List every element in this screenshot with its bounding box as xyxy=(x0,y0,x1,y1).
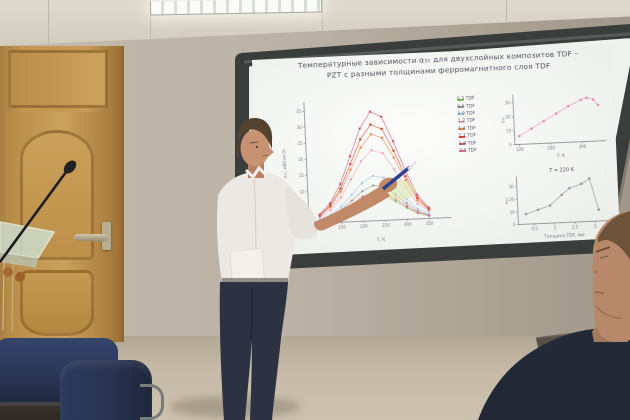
door-transom-panel xyxy=(8,50,108,108)
svg-text:α₃₁, мВ/(см·Э): α₃₁, мВ/(см·Э) xyxy=(281,149,287,179)
door-lower-panel xyxy=(20,270,94,336)
audience-mouth xyxy=(594,291,605,294)
svg-text:1: 1 xyxy=(554,225,557,230)
svg-text:300: 300 xyxy=(404,222,412,227)
svg-text:300: 300 xyxy=(579,144,587,149)
audience-member xyxy=(478,211,630,420)
audience-brow xyxy=(595,246,611,253)
door xyxy=(0,46,124,342)
presenter-face xyxy=(240,129,270,167)
shirt-collar xyxy=(244,165,268,180)
audience-jaw-shadow xyxy=(595,305,623,319)
ceiling-seam xyxy=(150,0,151,46)
svg-text:Толщина TDF, мм: Толщина TDF, мм xyxy=(543,232,584,240)
presenter-nose xyxy=(267,145,274,158)
presenter-mouth xyxy=(261,154,269,157)
svg-text:35: 35 xyxy=(296,109,302,114)
presenter-eye xyxy=(256,146,258,148)
svg-text:25: 25 xyxy=(297,141,303,146)
presenter-forearm xyxy=(314,185,390,231)
svg-text:Т, К: Т, К xyxy=(376,237,387,243)
presenter-hair xyxy=(236,118,273,159)
main-chart: 10015020025030035005101520253035Т, Кα₃₁,… xyxy=(281,101,452,243)
svg-text:10: 10 xyxy=(506,128,512,133)
svg-text:0: 0 xyxy=(513,222,516,227)
projected-slide: Температурные зависимости α₃₁ для двухсл… xyxy=(252,44,621,252)
svg-text:T = 220 K: T = 220 K xyxy=(548,167,575,174)
svg-text:30: 30 xyxy=(297,125,303,130)
audience-eye xyxy=(599,255,609,259)
chair-armrest xyxy=(140,384,164,420)
lectern-knob xyxy=(15,272,25,282)
pen-tip xyxy=(407,161,417,170)
inset-chart-top: 100 200 300 0 10 20 30 Т, К α₃₁ xyxy=(500,94,606,159)
lectern-knob xyxy=(3,267,13,277)
svg-text:2: 2 xyxy=(594,224,597,229)
audience-nostril xyxy=(595,271,597,273)
svg-text:20: 20 xyxy=(509,197,515,202)
svg-text:10: 10 xyxy=(299,189,305,194)
audience-hair xyxy=(598,211,630,260)
door-handle xyxy=(74,234,108,241)
svg-text:100: 100 xyxy=(516,147,524,152)
svg-text:Т, К: Т, К xyxy=(556,153,567,159)
svg-text:30: 30 xyxy=(505,101,511,106)
svg-text:0.5: 0.5 xyxy=(532,226,539,231)
jeans-seam xyxy=(250,285,253,341)
svg-text:200: 200 xyxy=(547,145,555,150)
presenter-sleeve xyxy=(285,188,318,239)
svg-text:250: 250 xyxy=(382,223,390,228)
ceiling-seam xyxy=(48,0,49,46)
svg-text:1.5: 1.5 xyxy=(572,224,579,229)
svg-text:200: 200 xyxy=(360,224,368,229)
presenter-brow xyxy=(249,141,259,144)
audience-shoulder xyxy=(478,324,630,420)
svg-text:α₃₁: α₃₁ xyxy=(500,117,505,124)
svg-text:0: 0 xyxy=(509,142,512,147)
chair xyxy=(60,360,152,420)
glass-lectern xyxy=(0,221,56,333)
svg-text:15: 15 xyxy=(299,173,305,178)
svg-text:α₃₁: α₃₁ xyxy=(504,198,509,205)
svg-text:20: 20 xyxy=(505,114,511,119)
pointer-pen xyxy=(381,165,412,191)
presenter xyxy=(217,118,417,420)
presenter-jeans xyxy=(219,282,288,420)
microphone xyxy=(0,160,77,263)
svg-text:350: 350 xyxy=(426,221,434,226)
svg-text:150: 150 xyxy=(338,225,346,230)
svg-text:30: 30 xyxy=(508,184,514,189)
ceiling-seam xyxy=(322,0,323,46)
svg-text:20: 20 xyxy=(298,157,304,162)
svg-text:10: 10 xyxy=(509,209,515,214)
